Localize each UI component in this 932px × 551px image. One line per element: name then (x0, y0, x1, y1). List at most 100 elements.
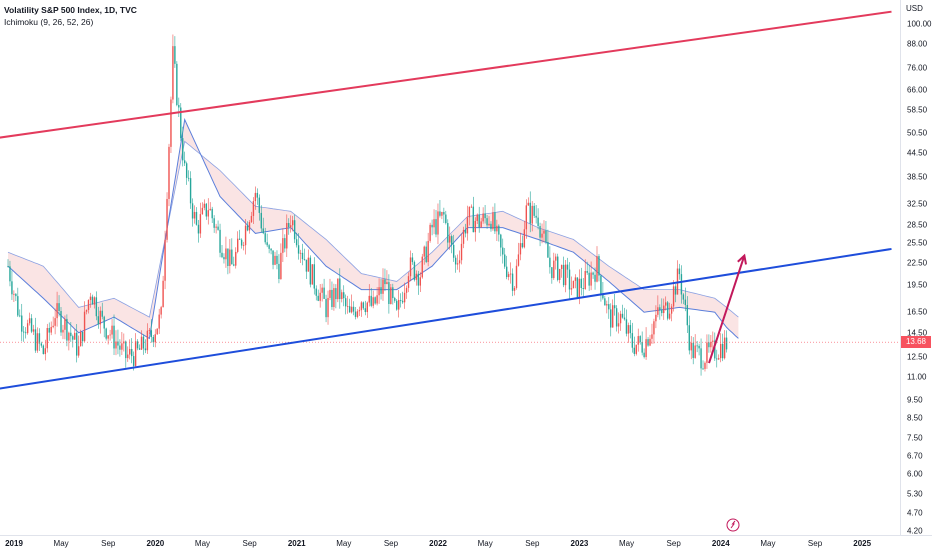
candle-body (570, 288, 573, 290)
price-tick-label: 38.50 (907, 172, 928, 182)
candle-body (166, 198, 168, 240)
candle-body (244, 225, 247, 246)
candle-body (170, 99, 172, 147)
candle-body (521, 243, 524, 248)
candle-body (486, 218, 488, 226)
candle-body (452, 244, 455, 258)
candle-body (672, 286, 675, 307)
last-price-badge: 13.68 (901, 336, 931, 349)
candle-body (211, 208, 213, 219)
candle-body (429, 224, 431, 241)
candle-body (421, 256, 423, 278)
candle-body (136, 341, 139, 349)
candle-body (454, 257, 457, 265)
candle-body (242, 245, 245, 246)
candle-body (600, 275, 602, 294)
candle-body (494, 212, 496, 232)
candle-body (66, 318, 68, 341)
candle-body (380, 287, 382, 294)
candle-body (523, 229, 526, 248)
symbol-title[interactable]: Volatility S&P 500 Index, 1D, TVC (4, 5, 137, 15)
candle-body (246, 225, 249, 231)
candle-body (423, 246, 425, 257)
candle-body (178, 104, 180, 108)
candle-body (682, 294, 685, 300)
candle-body (653, 321, 655, 335)
time-tick-label: 2021 (287, 539, 306, 548)
candle-body (462, 229, 465, 244)
candle-body (606, 304, 608, 306)
time-tick-label: 2020 (146, 539, 165, 548)
price-tick-label: 11.00 (907, 372, 927, 382)
indicator-label[interactable]: Ichimoku (9, 26, 52, 26) (4, 17, 94, 27)
candle-body (180, 107, 182, 139)
candle-body (362, 302, 365, 309)
candle-body (368, 295, 370, 303)
candle-body (613, 305, 616, 309)
candle-body (113, 325, 115, 349)
candle-body (678, 268, 681, 275)
candle-body (44, 348, 47, 355)
candle-body (725, 337, 728, 350)
candle-body (394, 298, 396, 301)
candle-body (152, 337, 154, 343)
candle-body (399, 300, 402, 301)
price-tick-label: 9.50 (907, 395, 923, 405)
candle-body (580, 278, 582, 289)
candle-body (376, 295, 378, 304)
candle-body (339, 278, 341, 300)
candle-body (505, 266, 508, 278)
candle-body (83, 311, 86, 342)
candle-body (50, 326, 52, 333)
candle-body (427, 240, 429, 263)
candle-body (129, 349, 131, 355)
candle-body (433, 219, 435, 228)
candle-body (144, 348, 147, 351)
candle-body (142, 336, 145, 349)
candle-body (437, 211, 439, 235)
tradingview-logo-icon[interactable] (726, 518, 740, 532)
candle-body (396, 300, 398, 310)
candle-body (372, 297, 374, 306)
candle-body (97, 316, 100, 325)
candle-body (62, 329, 64, 333)
candle-body (504, 254, 506, 267)
candle-body (185, 163, 188, 178)
candle-body (38, 333, 41, 344)
drawings[interactable] (0, 10, 900, 390)
candle-body (517, 254, 520, 266)
candle-body (235, 251, 237, 266)
candle-body (480, 221, 482, 228)
candle-body (558, 268, 561, 280)
candle-body (15, 293, 17, 297)
candle-body (572, 280, 575, 289)
candle-body (205, 203, 207, 217)
price-axis[interactable]: 100.00 88.00 76.00 66.00 58.50 50.50 44.50 38.5… (900, 0, 932, 536)
candle-body (623, 317, 626, 320)
price-tick-label: 16.50 (907, 307, 928, 317)
candle-body (417, 273, 420, 286)
price-tick-label: 12.50 (907, 352, 928, 362)
candle-body (248, 222, 251, 231)
candle-body (344, 298, 347, 307)
time-axis[interactable]: 2019 May Sep 2020 May Sep 2021 May Sep 2022 May Sep… (0, 535, 932, 551)
candle-body (215, 226, 217, 228)
candle-body (105, 328, 107, 339)
candle-body (262, 228, 264, 234)
candle-body (545, 230, 547, 242)
candle-body (146, 330, 149, 351)
candle-body (551, 267, 553, 279)
candle-body (419, 277, 421, 286)
time-tick-label: May (477, 539, 493, 548)
candle-body (612, 305, 614, 328)
price-tick-label: 7.50 (907, 433, 923, 443)
candle-body (557, 256, 559, 280)
candle-body (264, 233, 266, 243)
candle-body (95, 297, 98, 317)
candle-body (627, 325, 630, 334)
candle-body (268, 245, 270, 249)
candle-body (490, 223, 492, 230)
price-tick-label: 28.50 (907, 220, 928, 230)
price-tick-label: 19.50 (907, 280, 928, 290)
